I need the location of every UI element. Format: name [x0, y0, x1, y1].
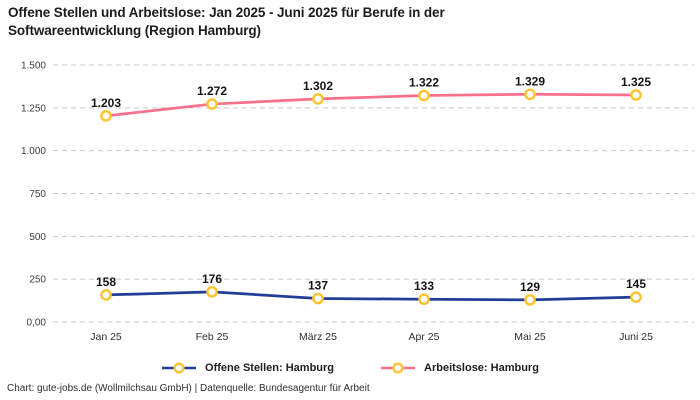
y-axis-tick-label: 1.250 [21, 103, 46, 114]
data-point-label: 133 [414, 279, 434, 293]
data-point-label: 137 [308, 279, 328, 293]
legend-line-marker-icon [162, 362, 197, 374]
data-point-marker[interactable] [418, 293, 430, 306]
y-axis-tick-label: 750 [29, 189, 46, 200]
chart-legend: Offene Stellen: Hamburg Arbeitslose: Ham… [0, 361, 700, 375]
data-point-marker[interactable] [100, 289, 112, 301]
series-line [104, 92, 638, 118]
data-point-label: 1.302 [303, 79, 333, 93]
legend-label: Arbeitslose: Hamburg [424, 362, 539, 374]
data-point-marker[interactable] [524, 294, 536, 306]
data-point-marker[interactable] [100, 110, 112, 122]
x-axis-tick-label: Mai 25 [514, 331, 546, 343]
x-axis-tick-label: Apr 25 [409, 331, 440, 343]
data-point-marker[interactable] [524, 88, 536, 101]
data-point-marker[interactable] [206, 98, 218, 110]
data-point-label: 145 [626, 277, 646, 291]
data-point-marker[interactable] [312, 93, 324, 105]
y-axis-tick-label: 250 [29, 275, 46, 286]
chart-source-attribution: Chart: gute-jobs.de (Wollmilchsau GmbH) … [7, 383, 370, 394]
data-point-marker[interactable] [418, 89, 430, 102]
data-point-marker[interactable] [630, 291, 642, 303]
chart-title: Offene Stellen und Arbeitslose: Jan 2025… [8, 5, 445, 38]
legend-item-offene-stellen[interactable]: Offene Stellen: Hamburg [161, 361, 334, 375]
y-axis-tick-label: 1.500 [21, 61, 46, 72]
data-point-label: 176 [202, 272, 222, 286]
data-point-label: 1.322 [409, 75, 439, 89]
x-axis-tick-label: Juni 25 [619, 331, 653, 343]
y-axis-tick-label: 500 [29, 232, 46, 243]
data-point-label: 158 [96, 275, 116, 289]
legend-line-marker-icon [381, 362, 416, 374]
x-axis-tick-label: Feb 25 [196, 331, 229, 343]
x-axis-tick-label: Jan 25 [90, 331, 122, 343]
series-line [104, 290, 638, 302]
data-point-label: 1.203 [91, 96, 121, 110]
x-axis-tick-label: März 25 [299, 331, 337, 343]
legend-label: Offene Stellen: Hamburg [205, 362, 335, 374]
data-point-label: 1.329 [515, 74, 545, 88]
data-point-marker[interactable] [312, 292, 324, 305]
y-axis-tick-label: 0,00 [27, 318, 47, 329]
data-point-label: 129 [520, 280, 540, 294]
data-point-marker[interactable] [206, 286, 218, 298]
legend-item-arbeitslose[interactable]: Arbeitslose: Hamburg [380, 361, 539, 375]
line-chart-plot: 0,00 250 500 750 1.000 1.250 1.500 Jan 25 Feb 25… [21, 61, 694, 343]
data-point-label: 1.272 [197, 84, 227, 98]
data-point-marker[interactable] [630, 89, 642, 101]
data-point-label: 1.325 [621, 75, 651, 89]
y-axis-tick-label: 1.000 [21, 146, 46, 157]
